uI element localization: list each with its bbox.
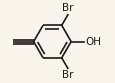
Text: OH: OH (84, 37, 100, 47)
Text: Br: Br (62, 3, 73, 13)
Text: Br: Br (62, 70, 73, 80)
